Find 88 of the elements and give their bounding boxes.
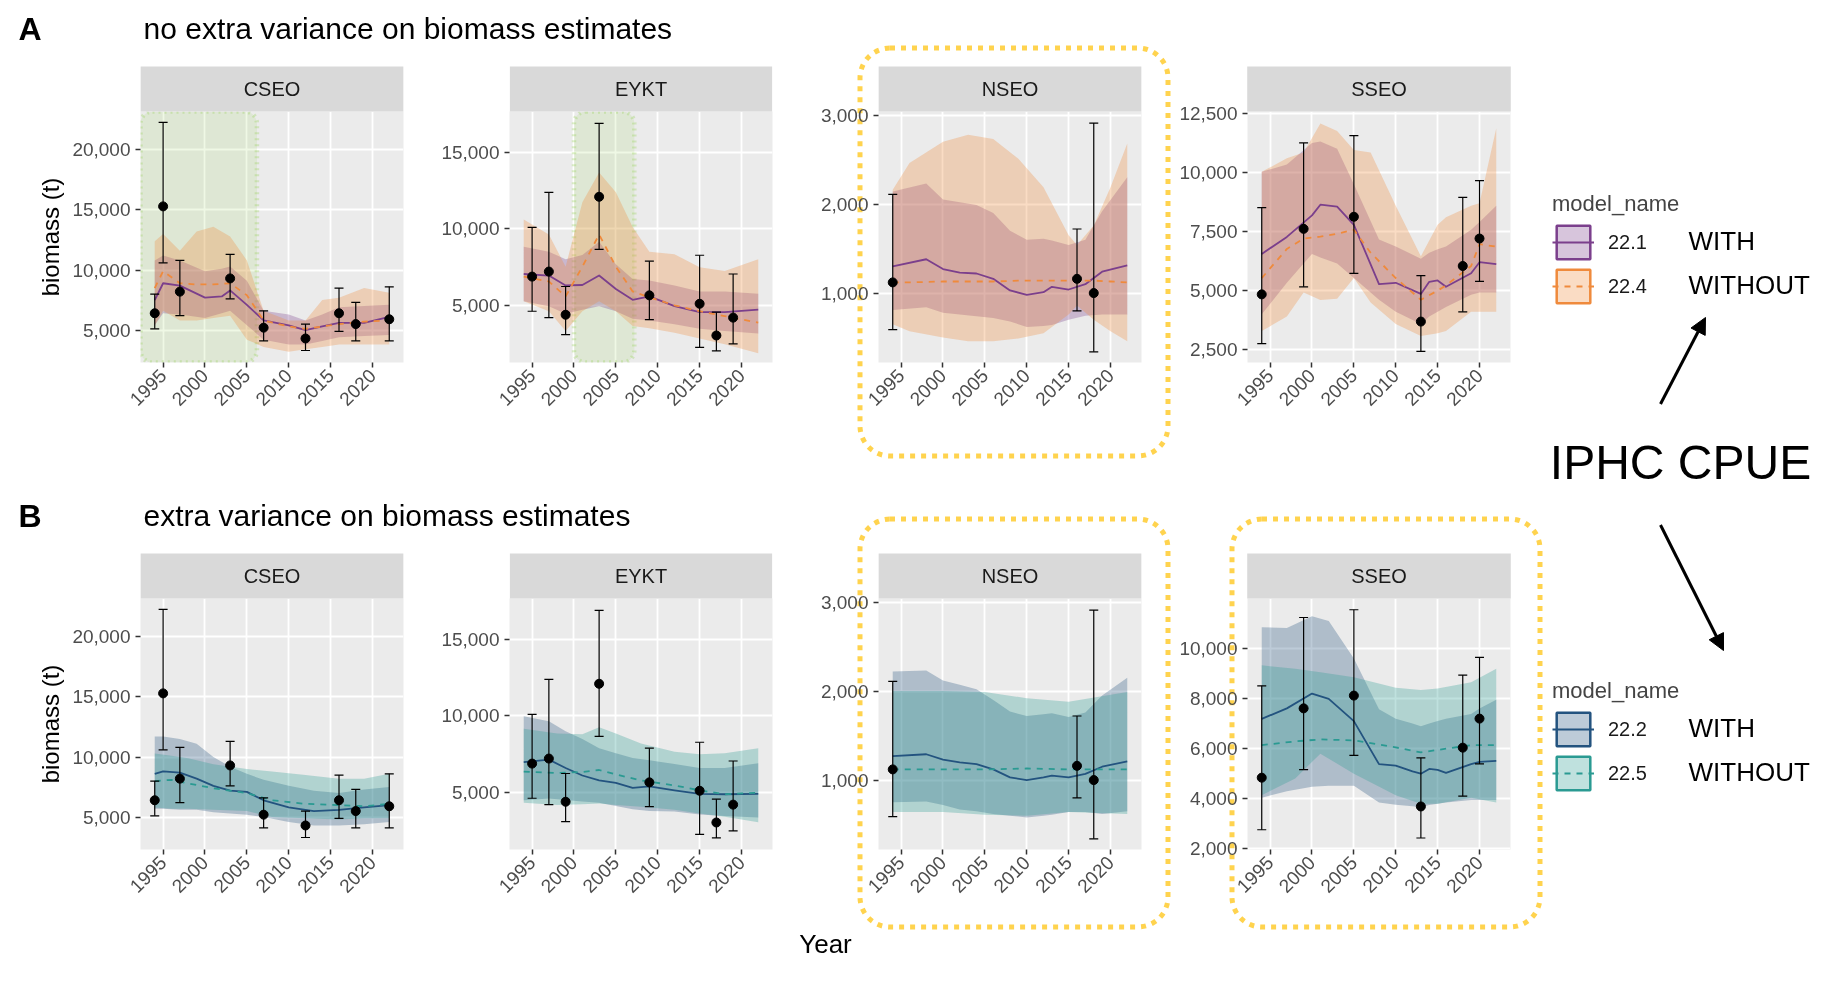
y-tick-label: 10,000 <box>1179 638 1238 660</box>
line-series <box>1260 692 1498 775</box>
point <box>350 319 361 330</box>
point <box>711 817 722 828</box>
point <box>1457 742 1468 753</box>
legend-label: 22.1 <box>1608 230 1647 254</box>
point <box>1474 713 1485 724</box>
y-tick-label: 15,000 <box>441 629 500 651</box>
y-tick-label: 5,000 <box>451 781 500 803</box>
y-tick-label: 3,000 <box>820 591 869 613</box>
line-series <box>891 753 1129 781</box>
chart-title: EYKT <box>614 77 668 100</box>
line-series <box>891 258 1129 296</box>
y-tick-label: 10,000 <box>72 259 131 281</box>
y-tick-label: 10,000 <box>441 705 500 727</box>
y-tick-label: 2,500 <box>1189 339 1238 361</box>
point <box>384 314 395 325</box>
legend-title: model_name <box>1552 191 1680 217</box>
y-tick-label: 2,000 <box>820 193 869 215</box>
point <box>644 290 655 301</box>
point <box>644 777 655 788</box>
point <box>1457 260 1468 271</box>
point <box>694 298 705 309</box>
y-tick-label: 15,000 <box>72 199 131 221</box>
y-tick-label: 10,000 <box>441 218 500 240</box>
text: WITHOUT <box>1688 269 1810 300</box>
y-tick-label: 1,000 <box>820 769 869 791</box>
y-tick-label: 6,000 <box>1189 738 1238 760</box>
text: extra variance on biomass estimates <box>143 499 631 532</box>
line-series <box>522 233 760 324</box>
point <box>1256 772 1267 783</box>
legend-title: model_name <box>1552 678 1680 704</box>
chart-title: SSEO <box>1351 77 1407 100</box>
y-tick-label: 2,000 <box>1189 838 1238 860</box>
line-series <box>1260 203 1498 295</box>
y-tick-label: 20,000 <box>72 139 131 161</box>
point <box>384 801 395 812</box>
point <box>258 809 269 820</box>
chart-title: CSEO <box>243 564 301 587</box>
point <box>300 820 311 831</box>
y-tick-label: 4,000 <box>1189 788 1238 810</box>
text: WITH <box>1688 712 1755 743</box>
point <box>1474 233 1485 244</box>
point <box>350 806 361 817</box>
chart-title: SSEO <box>1351 564 1407 587</box>
chart-title: NSEO <box>981 77 1039 100</box>
y-tick-label: 12,500 <box>1179 102 1238 124</box>
point <box>300 333 311 344</box>
point <box>1298 703 1309 714</box>
y-tick-label: 15,000 <box>72 686 131 708</box>
y-tick-label: 5,000 <box>451 294 500 316</box>
text: no extra variance on biomass estimates <box>143 12 673 45</box>
chart-title: NSEO <box>981 564 1039 587</box>
point <box>560 309 571 320</box>
x-axis-title: Year <box>799 928 853 959</box>
point <box>1298 223 1309 234</box>
y-tick-label: 20,000 <box>72 626 131 648</box>
chart-title: CSEO <box>243 77 301 100</box>
line-series <box>1260 228 1498 301</box>
y-tick-label: 2,000 <box>820 680 869 702</box>
y-tick-label: 5,000 <box>82 806 131 828</box>
y-tick-label: 3,000 <box>820 104 869 126</box>
point <box>694 785 705 796</box>
point <box>258 322 269 333</box>
point <box>711 330 722 341</box>
point <box>149 795 160 806</box>
y-tick-label: 10,000 <box>1179 161 1238 183</box>
legend-label: 22.5 <box>1608 761 1647 785</box>
text: A <box>18 10 42 47</box>
y-tick-label: 1,000 <box>820 282 869 304</box>
text: B <box>18 497 42 534</box>
chart-title: EYKT <box>614 564 668 587</box>
y-tick-label: 5,000 <box>1189 280 1238 302</box>
text: WITHOUT <box>1688 756 1810 787</box>
y-tick-label: 15,000 <box>441 142 500 164</box>
y-tick-label: 8,000 <box>1189 688 1238 710</box>
y-tick-label: 5,000 <box>82 319 131 341</box>
text: IPHC CPUE <box>1549 435 1812 489</box>
point <box>149 308 160 319</box>
y-axis-title: biomass (t) <box>37 177 65 297</box>
legend-label: 22.2 <box>1608 717 1647 741</box>
y-axis-title: biomass (t) <box>37 664 65 784</box>
legend-label: 22.4 <box>1608 274 1647 298</box>
point <box>1256 289 1267 300</box>
y-tick-label: 7,500 <box>1189 220 1238 242</box>
text: WITH <box>1688 225 1755 256</box>
y-tick-label: 10,000 <box>72 746 131 768</box>
point <box>560 796 571 807</box>
